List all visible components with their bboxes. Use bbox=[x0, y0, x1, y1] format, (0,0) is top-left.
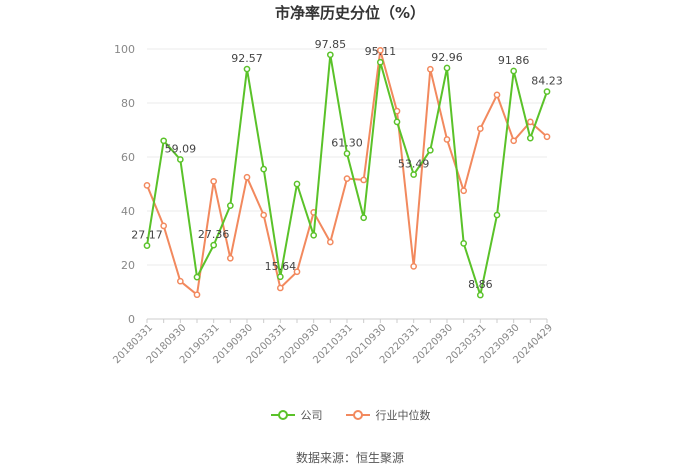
data-point-company bbox=[476, 291, 484, 299]
data-label: 61.30 bbox=[331, 136, 363, 149]
data-point-company bbox=[260, 165, 268, 173]
data-point-company bbox=[160, 137, 168, 145]
data-label: 92.96 bbox=[431, 51, 463, 64]
data-label: 95.11 bbox=[365, 45, 397, 58]
y-tick-label: 40 bbox=[121, 205, 135, 218]
data-point-company bbox=[376, 58, 384, 66]
data-point-company bbox=[143, 242, 151, 249]
data-point-company bbox=[526, 134, 534, 142]
data-point-industry bbox=[526, 118, 534, 126]
legend-line-marker-orange bbox=[345, 410, 370, 420]
data-point-company bbox=[360, 214, 368, 222]
data-point-industry bbox=[326, 238, 334, 246]
legend-item-industry[interactable]: 行业中位数 bbox=[345, 407, 431, 423]
legend-label-company: 公司 bbox=[300, 409, 323, 422]
y-tick-label: 100 bbox=[114, 43, 135, 56]
data-label: 59.09 bbox=[165, 142, 197, 155]
data-point-company bbox=[510, 67, 518, 75]
data-point-company bbox=[243, 65, 251, 73]
data-point-company bbox=[393, 118, 401, 126]
data-point-industry bbox=[360, 176, 368, 184]
legend: 公司 行业中位数 bbox=[0, 407, 700, 423]
data-point-company bbox=[226, 202, 234, 209]
data-point-industry bbox=[426, 65, 434, 73]
data-point-industry bbox=[293, 268, 301, 276]
series-layer bbox=[143, 47, 551, 299]
axis-layer: 0204060801002018033120180930201903312019… bbox=[111, 43, 555, 366]
data-point-industry bbox=[410, 263, 418, 270]
data-point-industry bbox=[543, 133, 551, 141]
y-tick-label: 20 bbox=[121, 259, 135, 272]
data-point-company bbox=[210, 241, 218, 249]
data-point-industry bbox=[243, 173, 251, 181]
data-point-company bbox=[543, 88, 551, 95]
data-label: 92.57 bbox=[231, 52, 263, 65]
line-chart: 0204060801002018033120180930201903312019… bbox=[111, 38, 563, 366]
data-point-industry bbox=[493, 91, 501, 99]
legend-item-company[interactable]: 公司 bbox=[270, 407, 323, 423]
data-point-company bbox=[343, 150, 351, 157]
data-source: 数据来源：恒生聚源 bbox=[295, 451, 404, 465]
data-point-industry bbox=[376, 47, 384, 54]
data-label: 27.36 bbox=[198, 228, 230, 241]
data-point-company bbox=[460, 240, 468, 247]
y-tick-label: 0 bbox=[128, 313, 135, 326]
series-line-company bbox=[146, 53, 548, 297]
data-point-industry bbox=[343, 175, 351, 182]
data-point-company bbox=[443, 64, 451, 72]
data-point-company bbox=[426, 146, 434, 154]
data-point-company bbox=[276, 273, 284, 281]
chart-title: 市净率历史分位（%） bbox=[274, 4, 426, 22]
data-point-industry bbox=[226, 254, 234, 262]
data-point-company bbox=[326, 51, 334, 59]
data-label: 53.49 bbox=[398, 158, 430, 171]
data-point-company bbox=[493, 211, 501, 219]
data-point-industry bbox=[510, 137, 518, 145]
data-point-industry bbox=[276, 284, 284, 292]
data-point-industry bbox=[443, 136, 451, 143]
data-label: 8.86 bbox=[468, 278, 493, 291]
data-point-industry bbox=[143, 182, 151, 189]
data-point-industry bbox=[210, 177, 218, 185]
data-point-industry bbox=[160, 222, 168, 230]
data-point-company bbox=[193, 273, 201, 281]
legend-label-industry: 行业中位数 bbox=[375, 409, 431, 422]
data-point-industry bbox=[193, 291, 201, 299]
data-point-company bbox=[410, 171, 418, 178]
legend-line-marker-green bbox=[270, 410, 295, 420]
data-label: 97.85 bbox=[315, 38, 347, 51]
data-point-company bbox=[176, 156, 184, 163]
data-point-company bbox=[310, 231, 318, 239]
label-layer: 27.17 59.09 27.36 92.57 15.64 97.85 61.30 95.11… bbox=[131, 38, 563, 291]
data-label: 15.64 bbox=[265, 260, 297, 273]
y-tick-label: 60 bbox=[121, 151, 135, 164]
data-point-company bbox=[293, 180, 301, 188]
data-label: 84.23 bbox=[531, 75, 563, 88]
data-point-industry bbox=[476, 125, 484, 132]
data-label: 91.86 bbox=[498, 54, 530, 67]
data-label: 27.17 bbox=[131, 229, 163, 242]
data-point-industry bbox=[460, 187, 468, 195]
data-point-industry bbox=[260, 211, 268, 219]
y-tick-label: 80 bbox=[121, 97, 135, 110]
data-point-industry bbox=[176, 277, 184, 285]
